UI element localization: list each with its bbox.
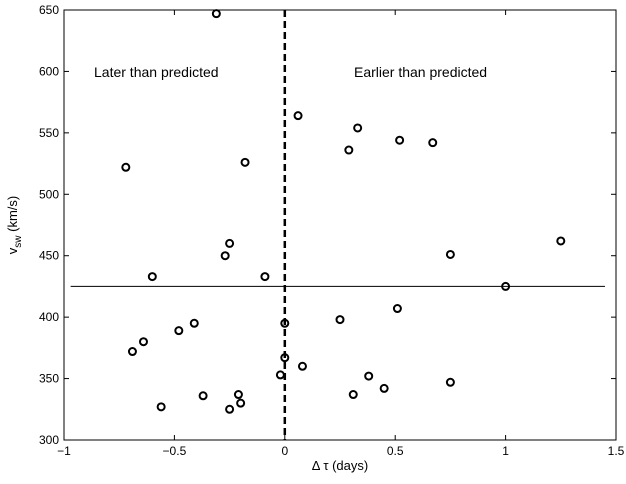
data-point <box>348 390 358 400</box>
data-points <box>121 9 566 414</box>
y-tick-label: 350 <box>39 372 59 386</box>
x-tick-label: 1.5 <box>608 444 625 458</box>
x-tick-label: −1 <box>57 444 71 458</box>
data-point <box>225 238 235 248</box>
annotation-left: Later than predicted <box>94 64 219 80</box>
data-point <box>225 404 235 414</box>
data-point <box>121 162 131 172</box>
y-tick-label: 300 <box>39 433 59 447</box>
data-point <box>344 145 354 155</box>
x-axis-label: Δ τ (days) <box>312 458 368 473</box>
data-point <box>379 383 389 393</box>
data-point <box>280 318 290 328</box>
data-point <box>335 315 345 325</box>
data-point <box>353 123 363 133</box>
data-point <box>428 138 438 148</box>
data-point <box>189 318 199 328</box>
data-point <box>260 272 270 282</box>
y-tick-label: 650 <box>39 3 59 17</box>
y-axis-label-unit: (km/s) <box>5 196 20 236</box>
x-tick-label: 1 <box>502 444 509 458</box>
data-point <box>364 371 374 381</box>
data-point <box>293 111 303 121</box>
x-tick-label: 0.5 <box>387 444 404 458</box>
annotation-right: Earlier than predicted <box>354 64 487 80</box>
data-point <box>275 370 285 380</box>
data-point <box>220 251 230 261</box>
y-tick-label: 400 <box>39 310 59 324</box>
data-point <box>174 326 184 336</box>
y-axis-label: vsw (km/s) <box>5 196 24 254</box>
data-point <box>147 272 157 282</box>
data-point <box>236 398 246 408</box>
y-tick-label: 600 <box>39 64 59 78</box>
data-point <box>445 249 455 259</box>
plot-area-frame <box>63 9 617 441</box>
data-point <box>297 361 307 371</box>
data-point <box>445 377 455 387</box>
y-tick-label: 450 <box>39 249 59 263</box>
y-axis-label-main: v <box>5 247 20 254</box>
data-point <box>240 157 250 167</box>
reference-lines <box>70 10 605 440</box>
data-point <box>395 135 405 145</box>
x-tick-label: 0 <box>281 444 288 458</box>
data-point <box>127 347 137 357</box>
y-tick-label: 500 <box>39 187 59 201</box>
data-point <box>156 402 166 412</box>
y-tick-label: 550 <box>39 126 59 140</box>
data-point <box>501 281 511 291</box>
data-point <box>198 391 208 401</box>
data-point <box>138 337 148 347</box>
y-axis-label-subscript: sw <box>13 235 24 248</box>
data-point <box>392 304 402 314</box>
ticks-layer: −1 −0.5 0 0.5 1 1.5 300 350 400 450 500 550 600 650 <box>39 3 625 458</box>
data-point <box>556 236 566 246</box>
x-tick-label: −0.5 <box>163 444 187 458</box>
data-point <box>233 390 243 400</box>
data-point <box>211 9 221 19</box>
data-point <box>280 353 290 363</box>
